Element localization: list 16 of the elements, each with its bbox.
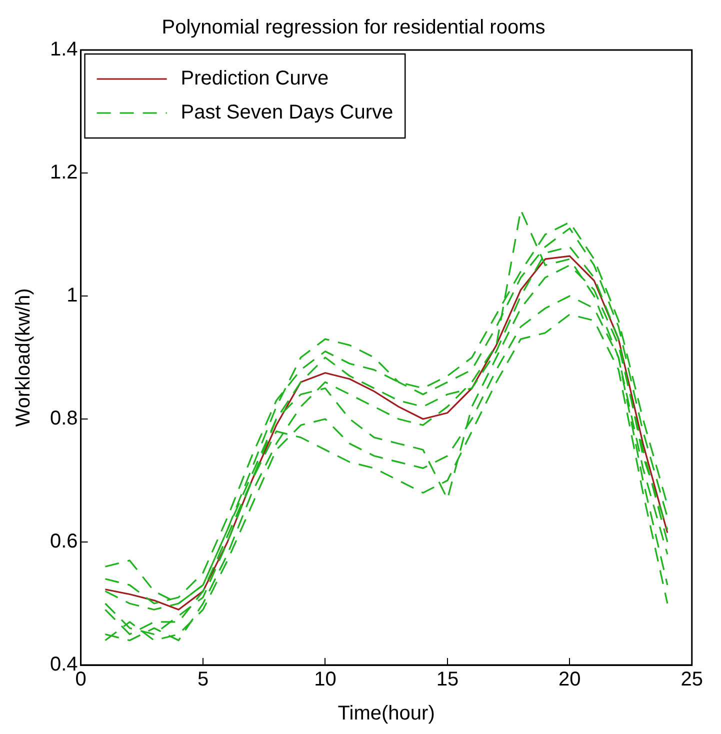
x-tick-label: 5: [197, 668, 209, 691]
x-tick-label: 10: [314, 668, 336, 691]
y-axis-title: Workload(kw/h): [12, 288, 35, 427]
x-axis-title: Time(hour): [338, 702, 435, 725]
x-tick-label: 25: [680, 668, 703, 691]
y-tick-label: 0.8: [50, 408, 78, 430]
legend-label: Past Seven Days Curve: [180, 102, 394, 124]
y-tick-label: 1: [66, 284, 78, 307]
y-tick-label: 0.6: [50, 530, 78, 553]
legend-label: Prediction Curve: [180, 68, 329, 90]
x-tick-label: 0: [75, 668, 86, 691]
y-tick-label: 1.4: [50, 38, 78, 61]
chart-title: Polynomial regression for residential rooms: [162, 16, 546, 39]
x-tick-label: 15: [436, 668, 459, 691]
x-tick-label: 20: [558, 668, 581, 691]
y-tick-label: 1.2: [50, 162, 78, 184]
